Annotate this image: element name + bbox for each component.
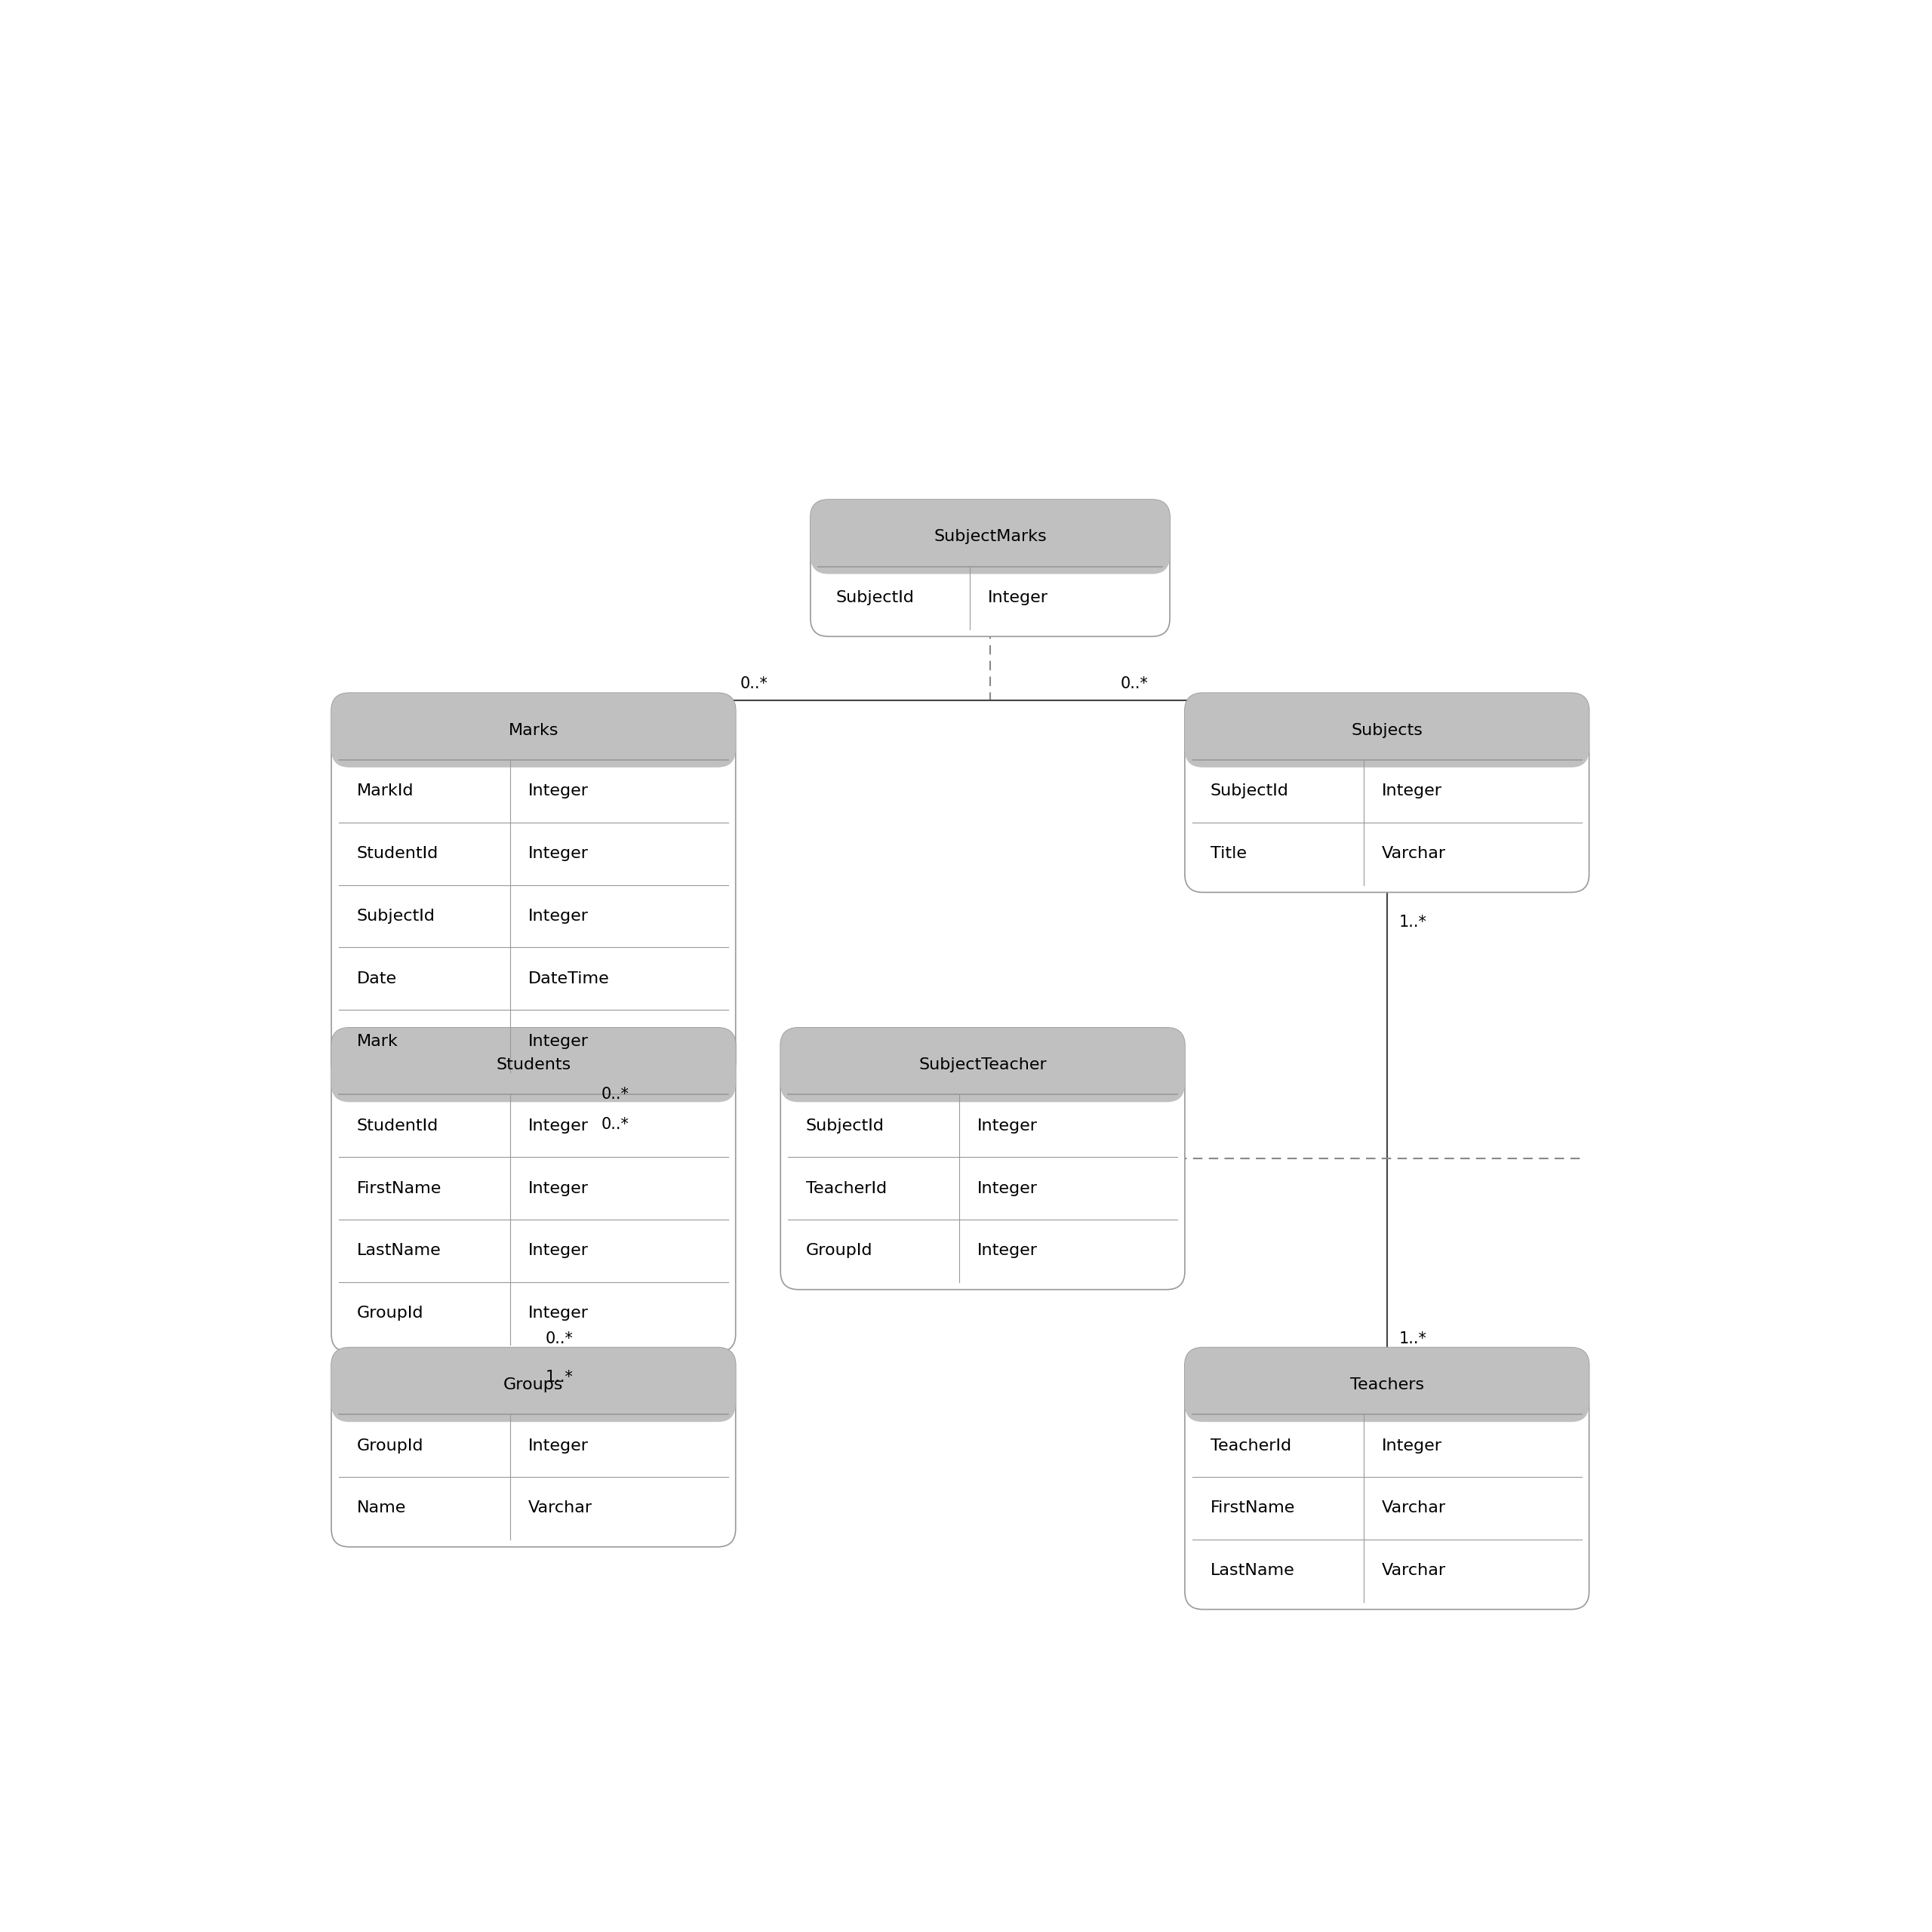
- Text: Integer: Integer: [978, 1244, 1037, 1258]
- Text: TeacherId: TeacherId: [806, 1180, 887, 1196]
- Text: 1..*: 1..*: [545, 1370, 574, 1385]
- Bar: [1192, 1385, 1582, 1414]
- FancyBboxPatch shape: [332, 694, 736, 767]
- Text: LastName: LastName: [357, 1244, 440, 1258]
- Text: Varchar: Varchar: [527, 1501, 593, 1517]
- Text: Integer: Integer: [527, 1034, 589, 1049]
- Text: Varchar: Varchar: [1381, 846, 1445, 862]
- FancyBboxPatch shape: [332, 1028, 736, 1352]
- FancyBboxPatch shape: [332, 694, 736, 1080]
- Text: Title: Title: [1209, 846, 1246, 862]
- FancyBboxPatch shape: [332, 1349, 736, 1548]
- Text: GroupId: GroupId: [357, 1437, 423, 1453]
- Text: Integer: Integer: [527, 908, 589, 923]
- Text: Marks: Marks: [508, 723, 558, 738]
- Bar: [338, 1065, 728, 1095]
- FancyBboxPatch shape: [332, 1349, 736, 1422]
- Text: Integer: Integer: [527, 784, 589, 798]
- FancyBboxPatch shape: [1184, 694, 1590, 893]
- Text: Integer: Integer: [527, 1244, 589, 1258]
- Text: Integer: Integer: [987, 591, 1047, 605]
- Text: LastName: LastName: [1209, 1563, 1294, 1578]
- Text: Integer: Integer: [527, 1180, 589, 1196]
- Text: Groups: Groups: [504, 1378, 564, 1393]
- Text: 0..*: 0..*: [545, 1331, 574, 1347]
- Text: 0..*: 0..*: [601, 1117, 628, 1132]
- Text: Integer: Integer: [978, 1180, 1037, 1196]
- Text: GroupId: GroupId: [806, 1244, 873, 1258]
- Text: Varchar: Varchar: [1381, 1563, 1445, 1578]
- Text: SubjectId: SubjectId: [837, 591, 914, 605]
- Text: SubjectId: SubjectId: [1209, 784, 1289, 798]
- Text: DateTime: DateTime: [527, 972, 609, 985]
- Text: 0..*: 0..*: [1121, 676, 1148, 692]
- FancyBboxPatch shape: [332, 1028, 736, 1101]
- FancyBboxPatch shape: [781, 1028, 1184, 1289]
- FancyBboxPatch shape: [1184, 694, 1590, 767]
- Text: FirstName: FirstName: [1209, 1501, 1294, 1517]
- Text: Name: Name: [357, 1501, 406, 1517]
- FancyBboxPatch shape: [1184, 1349, 1590, 1609]
- Text: 0..*: 0..*: [601, 1088, 628, 1101]
- Bar: [338, 730, 728, 759]
- Text: SubjectTeacher: SubjectTeacher: [918, 1057, 1047, 1072]
- Text: Integer: Integer: [527, 846, 589, 862]
- FancyBboxPatch shape: [811, 500, 1171, 636]
- Text: StudentId: StudentId: [357, 846, 439, 862]
- FancyBboxPatch shape: [781, 1028, 1184, 1101]
- Text: MarkId: MarkId: [357, 784, 413, 798]
- Text: Integer: Integer: [1381, 1437, 1441, 1453]
- Text: SubjectMarks: SubjectMarks: [933, 529, 1047, 545]
- Text: TeacherId: TeacherId: [1209, 1437, 1291, 1453]
- Bar: [817, 537, 1163, 566]
- Text: Mark: Mark: [357, 1034, 398, 1049]
- Bar: [788, 1065, 1177, 1095]
- FancyBboxPatch shape: [1184, 1349, 1590, 1422]
- Text: Date: Date: [357, 972, 396, 985]
- Text: FirstName: FirstName: [357, 1180, 442, 1196]
- Text: 0..*: 0..*: [740, 676, 767, 692]
- Text: 1..*: 1..*: [1399, 914, 1426, 929]
- Text: StudentId: StudentId: [357, 1119, 439, 1134]
- Text: Teachers: Teachers: [1350, 1378, 1424, 1393]
- Text: Integer: Integer: [527, 1437, 589, 1453]
- Text: Integer: Integer: [1381, 784, 1441, 798]
- FancyBboxPatch shape: [811, 500, 1171, 574]
- Text: Integer: Integer: [527, 1119, 589, 1134]
- Text: Integer: Integer: [978, 1119, 1037, 1134]
- Bar: [338, 1385, 728, 1414]
- Text: Varchar: Varchar: [1381, 1501, 1445, 1517]
- Text: Subjects: Subjects: [1350, 723, 1422, 738]
- Text: Students: Students: [497, 1057, 572, 1072]
- Text: Integer: Integer: [527, 1306, 589, 1321]
- Text: SubjectId: SubjectId: [357, 908, 435, 923]
- Text: GroupId: GroupId: [357, 1306, 423, 1321]
- Text: 1..*: 1..*: [1399, 1331, 1426, 1347]
- Bar: [1192, 730, 1582, 759]
- Text: SubjectId: SubjectId: [806, 1119, 885, 1134]
